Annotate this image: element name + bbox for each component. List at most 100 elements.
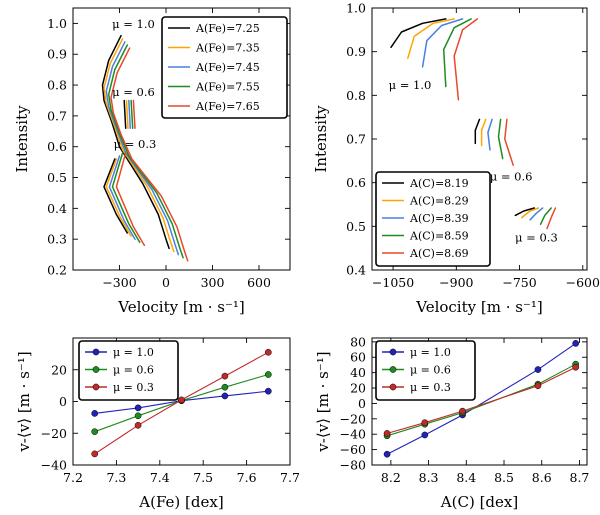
legend-label: A(Fe)=7.35 [195, 42, 260, 55]
data-point-0-1 [134, 404, 142, 412]
y-tick-label: 20 [350, 381, 366, 396]
series-line-2-segment-0 [421, 18, 464, 68]
y-tick-label: 0.3 [47, 232, 67, 247]
mu-annotation: μ = 0.6 [490, 169, 533, 183]
data-point-0-3 [534, 366, 542, 373]
plot-frame [72, 7, 291, 271]
y-tick-label: 0.6 [346, 175, 366, 190]
series-line-2-segment-2 [105, 41, 180, 256]
data-point-0-3 [221, 392, 229, 400]
series-line-3-segment-0 [130, 99, 134, 129]
data-point-0-4 [264, 387, 272, 395]
panel-fe-shift: 7.2 7.3 7.4 7.5 7.6 7.7 −40 −20 0 20 A(Fe) [dex] v-… [15, 337, 300, 511]
series-line-3-segment-0 [442, 18, 472, 88]
series-line-0-segment-2 [514, 207, 536, 217]
series-line-4-segment-2 [546, 207, 557, 230]
series-line-4-segment-0 [132, 99, 136, 129]
y-tick-label: −60 [340, 442, 366, 457]
y-tick-label: 20 [51, 362, 67, 377]
x-axis-label: A(Fe) [dex] [138, 493, 223, 511]
x-axis-label: Velocity [m · s⁻¹] [117, 298, 245, 316]
x-tick-label: 8.4 [456, 470, 476, 485]
legend-label: A(Fe)=7.25 [195, 22, 260, 35]
y-tick-label: −40 [41, 458, 67, 473]
series-line-1-segment-1 [480, 118, 487, 147]
legend-label: A(C)=8.19 [409, 177, 469, 190]
data-point-0-1 [421, 431, 429, 439]
series-line-4-segment-0 [453, 18, 479, 101]
data-point-0-0 [91, 410, 99, 417]
data-point-2-2 [178, 396, 185, 404]
legend-label: μ = 0.6 [113, 364, 154, 377]
data-point-0-4 [572, 340, 580, 347]
series-line-1-segment-2 [520, 207, 540, 219]
data-point-2-3 [534, 382, 542, 390]
series-line-4-segment-2 [110, 47, 189, 262]
data-layer [390, 18, 557, 230]
data-point-1-3 [221, 383, 229, 391]
x-tick-label: 7.7 [280, 470, 300, 485]
x-tick-label: 0 [162, 275, 170, 290]
series-line-0-segment-2 [101, 34, 170, 250]
mu-annotation: μ = 1.0 [389, 78, 432, 92]
x-tick-label: −1050 [372, 275, 414, 290]
series-line-2-segment-0 [128, 99, 132, 129]
data-point-2-2 [459, 407, 466, 415]
x-tick-label: 8.6 [532, 470, 552, 485]
y-tick-label: 0.9 [346, 44, 366, 59]
legend-box [375, 340, 476, 401]
series-line-4-segment-1 [115, 152, 146, 247]
legend-label: A(C)=8.69 [409, 247, 469, 260]
series-line-3-segment-2 [107, 44, 184, 259]
y-tick-label: 0 [358, 396, 366, 411]
mu-annotation: μ = 0.3 [515, 231, 558, 245]
x-tick-label: 300 [201, 275, 225, 290]
x-tick-label: 8.7 [570, 470, 590, 485]
y-tick-label: −20 [41, 426, 67, 441]
y-tick-label: 0.4 [47, 201, 67, 216]
y-axis-label: v-⟨v⟩ [m · s⁻¹] [314, 351, 332, 452]
series-line-3-segment-1 [497, 118, 504, 160]
series-line-2-segment-1 [108, 155, 136, 240]
y-tick-label: −80 [340, 458, 366, 473]
y-tick-label: 0.7 [346, 132, 366, 147]
series-line-1-segment-1 [105, 158, 132, 237]
y-tick-label: 0.8 [47, 78, 67, 93]
data-point-2-4 [264, 348, 272, 356]
data-point-1-4 [264, 371, 272, 378]
series-line-4-segment-1 [504, 118, 514, 166]
y-tick-label: 0.2 [47, 263, 67, 278]
legend-marker [389, 366, 397, 373]
legend-label: A(C)=8.39 [409, 212, 469, 225]
series-line-3-segment-1 [111, 152, 141, 244]
legend-marker [389, 383, 397, 391]
y-axis-label: v-⟨v⟩ [m · s⁻¹] [15, 351, 33, 452]
x-tick-label: 7.5 [193, 470, 213, 485]
x-tick-label: 7.4 [150, 470, 170, 485]
y-tick-label: 0.5 [346, 219, 366, 234]
x-tick-label: 8.5 [494, 470, 514, 485]
x-tick-label: 8.3 [419, 470, 439, 485]
legend-label: A(C)=8.59 [409, 230, 469, 243]
series-line-0-segment-0 [390, 18, 447, 49]
series-line-1-segment-0 [125, 99, 129, 129]
mu-annotation: μ = 1.0 [112, 17, 155, 31]
x-tick-label: 7.2 [63, 470, 83, 485]
y-axis-label: Intensity [312, 105, 330, 173]
legend-label: μ = 0.3 [410, 381, 451, 394]
series-line-2-segment-2 [529, 207, 544, 221]
legend-label: A(Fe)=7.65 [195, 100, 260, 113]
x-axis-label: A(C) [dex] [440, 493, 518, 511]
y-tick-label: 0.9 [47, 47, 67, 62]
legend-label: μ = 1.0 [410, 346, 451, 359]
series-line-2-segment-1 [487, 118, 493, 151]
legend: A(Fe)=7.25 A(Fe)=7.35 A(Fe)=7.45 A(Fe)=7.55… [161, 16, 288, 119]
mu-annotation: μ = 0.3 [114, 137, 157, 151]
y-tick-label: 60 [350, 350, 366, 365]
data-point-2-1 [134, 421, 142, 429]
legend-marker [92, 348, 100, 356]
series-line-0-segment-1 [474, 118, 481, 145]
legend-box [78, 340, 179, 401]
